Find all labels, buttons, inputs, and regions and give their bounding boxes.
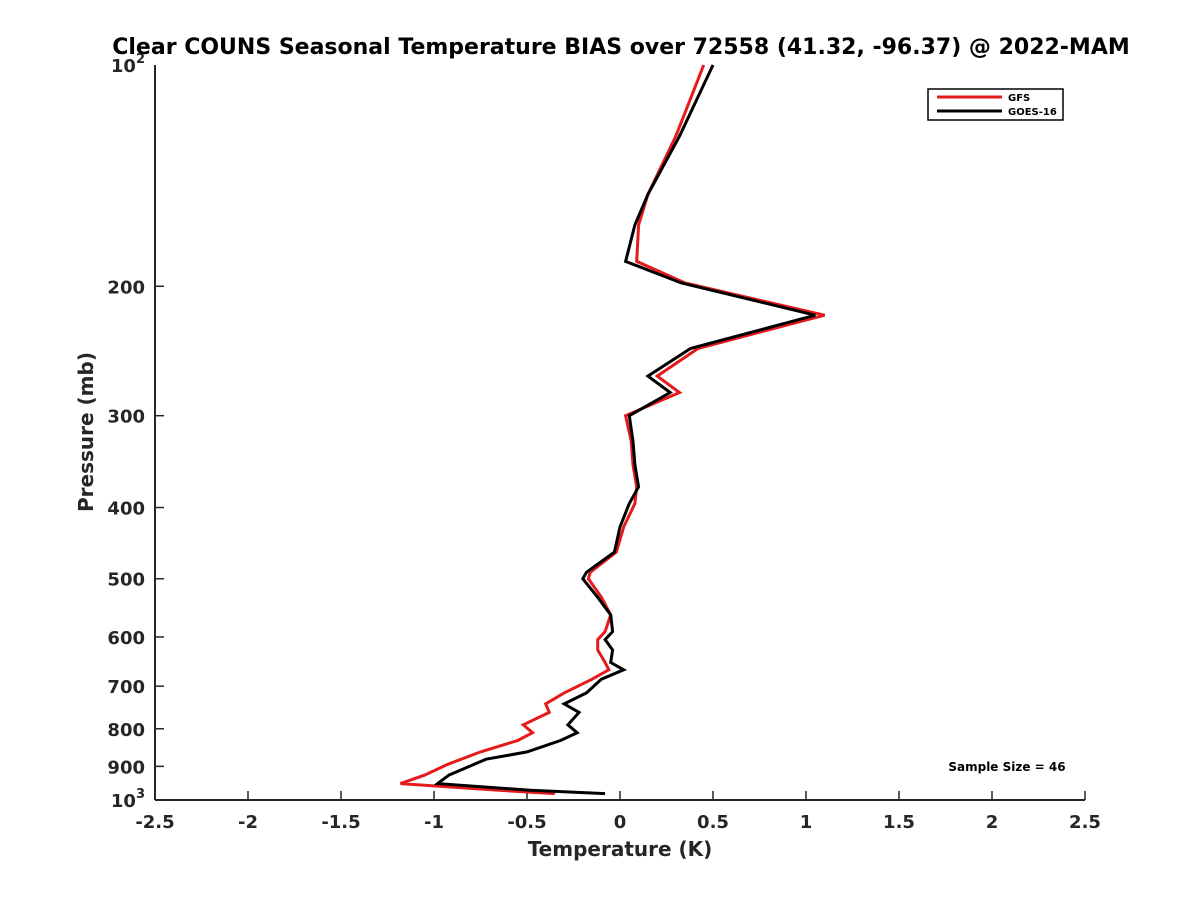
y-tick-label: 600 (107, 628, 145, 649)
y-tick-label-power: 102 (111, 52, 145, 77)
series-line-gfs (400, 64, 825, 796)
x-tick-label: 0 (614, 812, 627, 833)
y-tick-label: 900 (107, 757, 145, 778)
y-tick-label: 400 (107, 499, 145, 520)
y-tick-label-power: 103 (111, 787, 145, 812)
x-tick-label: 2.5 (1069, 812, 1101, 833)
x-tick-label: -2.5 (135, 812, 174, 833)
x-tick-label: -2 (238, 812, 258, 833)
y-ticks: 200 300 400 500 600 700 800 900 102 103 (107, 52, 164, 812)
x-axis-label: Temperature (K) (528, 837, 713, 861)
chart-title: Clear COUNS Seasonal Temperature BIAS ov… (112, 35, 1130, 60)
x-ticks: -2.5 -2 -1.5 -1 -0.5 0 0.5 1 1.5 2 2.5 (135, 791, 1101, 833)
y-tick-label: 700 (107, 677, 145, 698)
x-tick-label: 0.5 (697, 812, 729, 833)
y-tick-label: 300 (107, 407, 145, 428)
plot-area: -2.5 -2 -1.5 -1 -0.5 0 0.5 1 1.5 2 2.5 200 300 400 50… (107, 52, 1101, 833)
y-tick-label: 200 (107, 277, 145, 298)
x-tick-label: -1 (424, 812, 444, 833)
series-lines (400, 64, 825, 796)
legend-label: GOES-16 (1008, 107, 1057, 118)
x-tick-label: 1 (800, 812, 813, 833)
legend: GFS GOES-16 (927, 88, 1064, 121)
legend-box (927, 88, 1064, 121)
x-tick-label: 1.5 (883, 812, 915, 833)
x-tick-label: -1.5 (321, 812, 360, 833)
y-tick-label: 500 (107, 570, 145, 591)
x-tick-label: -0.5 (507, 812, 546, 833)
series-line-goes-16 (433, 64, 816, 796)
y-tick-label: 800 (107, 720, 145, 741)
sample-size-annotation: Sample Size = 46 (948, 760, 1065, 774)
legend-label: GFS (1008, 93, 1030, 104)
x-tick-label: 2 (986, 812, 999, 833)
y-axis-label: Pressure (mb) (74, 352, 98, 512)
